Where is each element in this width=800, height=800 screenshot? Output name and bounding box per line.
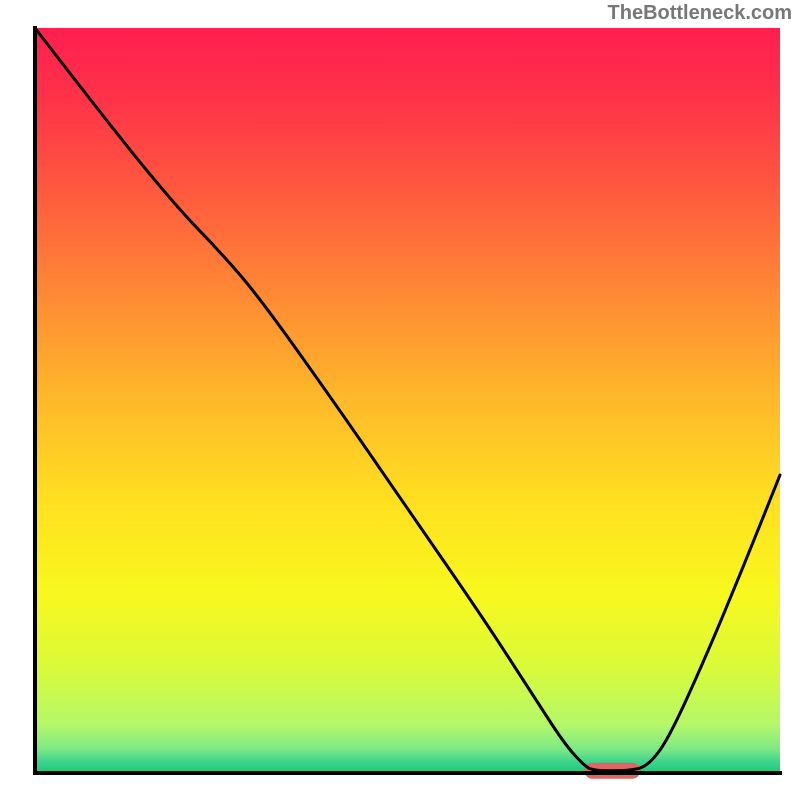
plot-background (35, 28, 780, 773)
chart-container: TheBottleneck.com (0, 0, 800, 800)
gradient-line-chart (0, 0, 800, 800)
watermark-text: TheBottleneck.com (608, 2, 792, 25)
